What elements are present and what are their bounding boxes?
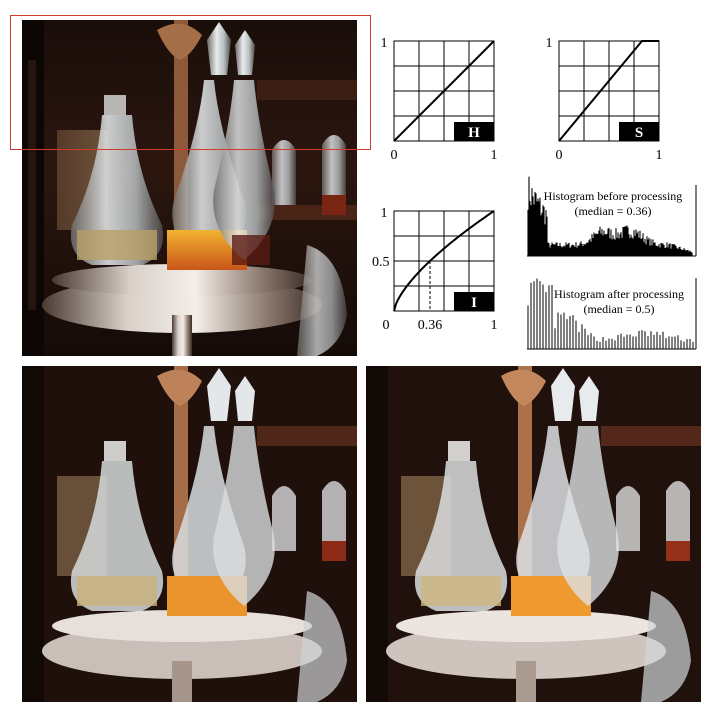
s-transformation-curve: S 1 0 1 — [546, 36, 663, 163]
histogram-after-title: Histogram after processing — [554, 287, 684, 301]
i-x-mark-tick: 0.36 — [418, 318, 443, 333]
histogram-before-median: (median = 0.36) — [574, 204, 651, 218]
s-label-box — [619, 122, 659, 141]
h-y-top-tick: 1 — [381, 36, 388, 51]
original-photo — [22, 20, 357, 356]
h-x-end-tick: 1 — [491, 148, 498, 163]
s-y-top-tick: 1 — [546, 36, 553, 51]
s-label: S — [635, 125, 643, 141]
histogram-after: Histogram after processing (median = 0.5… — [527, 278, 697, 350]
i-curve-line — [393, 210, 495, 312]
i-y-mid-tick: 0.5 — [372, 255, 390, 270]
i-label-box — [454, 292, 494, 311]
s-x-start-tick: 0 — [556, 148, 563, 163]
region-of-interest-box — [10, 15, 371, 150]
histogram-after-median: (median = 0.5) — [583, 302, 654, 316]
h-label-box — [454, 122, 494, 141]
histogram-before: Histogram before processing (median = 0.… — [527, 176, 697, 257]
processed-photo-right — [366, 366, 701, 702]
h-curve-grid — [393, 40, 495, 142]
i-x-end-tick: 1 — [491, 318, 498, 333]
i-x-start-tick: 0 — [383, 318, 390, 333]
i-label: I — [471, 295, 477, 311]
processed-photo-left — [22, 366, 357, 702]
i-y-top-tick: 1 — [381, 206, 388, 221]
histogram-before-bars — [527, 176, 693, 256]
histogram-before-title: Histogram before processing — [544, 189, 683, 203]
h-label: H — [468, 125, 480, 141]
histogram-after-bars — [527, 278, 694, 349]
s-x-end-tick: 1 — [656, 148, 663, 163]
s-curve-line — [558, 40, 659, 142]
i-transformation-curve: I 1 0.5 0 0.36 1 — [372, 206, 498, 333]
h-x-start-tick: 0 — [391, 148, 398, 163]
h-transformation-curve: H 1 0 1 — [381, 36, 498, 163]
h-curve-line — [393, 40, 495, 142]
